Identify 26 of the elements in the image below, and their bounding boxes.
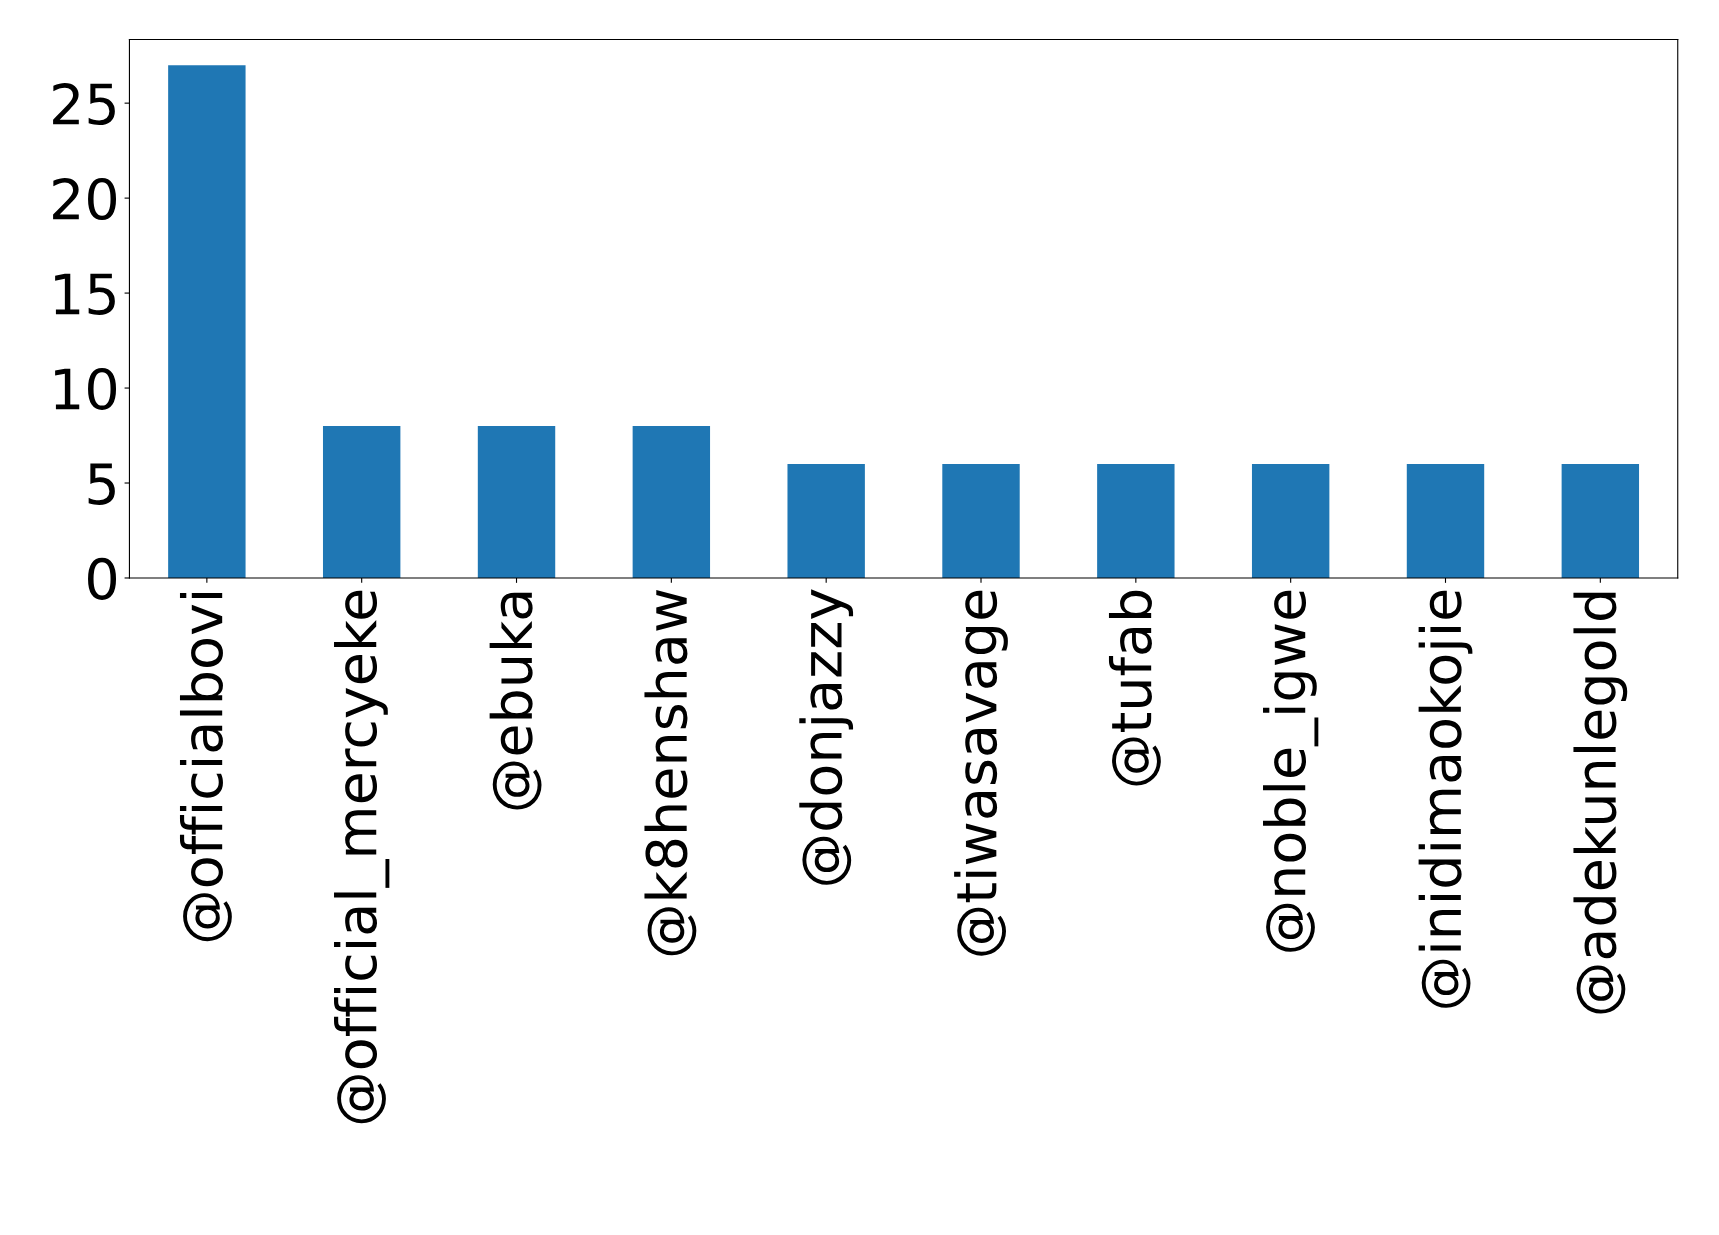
bar (1561, 464, 1640, 578)
x-tick-label: @adekunlegold (1573, 592, 1628, 1014)
y-tick-label: 15 (55, 273, 115, 315)
bar (942, 464, 1020, 578)
x-tick-label: @tiwasavage (954, 590, 1008, 956)
bar (1406, 464, 1485, 578)
x-tick-label: @official_mercyeke (334, 590, 390, 1124)
x-tick-label: @tufab (1108, 590, 1161, 786)
x-tick-label: @noble_igwe (1263, 590, 1319, 952)
y-tick-label: 5 (88, 463, 115, 505)
x-tick-label: @inidimaokojie (1418, 590, 1473, 1008)
bar (1097, 464, 1175, 578)
x-tick-label: @donjazzy (799, 589, 854, 885)
bar (787, 464, 865, 578)
y-tick-label: 10 (55, 367, 117, 410)
bar (168, 65, 246, 578)
bar (632, 426, 711, 578)
bar (1251, 464, 1330, 578)
x-tick-label: @officialbovi (179, 592, 232, 942)
x-tick-label: @k8henshaw (644, 590, 697, 956)
y-tick-label: 25 (53, 83, 115, 126)
y-tick-label: 0 (88, 557, 117, 600)
bar (322, 426, 401, 578)
y-tick-label: 20 (53, 177, 117, 221)
x-tick-label: @ebuka (489, 592, 542, 810)
bar (477, 426, 556, 578)
